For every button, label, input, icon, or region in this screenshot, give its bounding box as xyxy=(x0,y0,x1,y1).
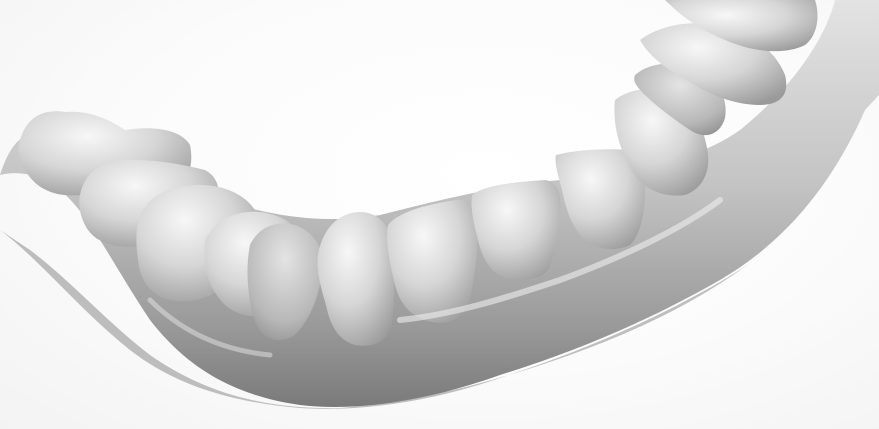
tooth-canine-right xyxy=(555,149,645,250)
gum-highlight xyxy=(397,197,723,323)
tooth-incisor-1 xyxy=(317,212,395,346)
gum-highlight-2 xyxy=(147,297,273,358)
tooth-incisor-3 xyxy=(471,180,561,280)
tooth-canine-left xyxy=(247,223,323,341)
tooth-molar-right-2 xyxy=(665,0,818,52)
tooth-incisor-2 xyxy=(387,199,478,323)
